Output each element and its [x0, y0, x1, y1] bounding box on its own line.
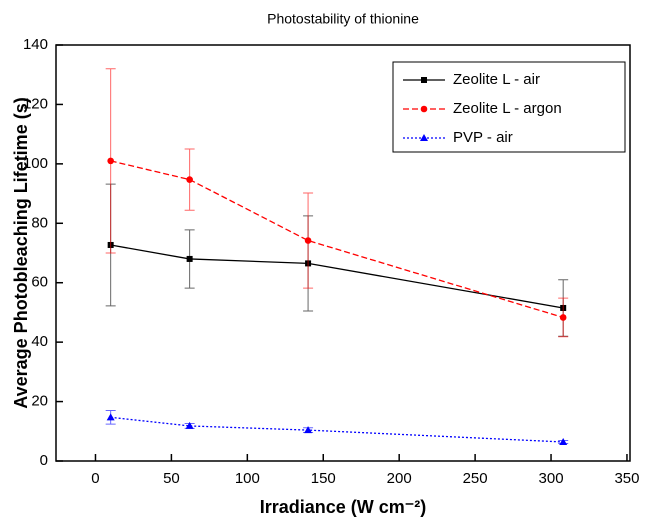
y-tick-label: 120 [23, 95, 48, 112]
y-tick-label: 100 [23, 155, 48, 172]
marker [559, 314, 567, 321]
series-line [110, 244, 564, 309]
x-tick-label: 350 [614, 470, 639, 487]
y-tick-label: 40 [31, 333, 48, 350]
marker [420, 105, 428, 113]
y-tick-label: 20 [31, 393, 48, 410]
marker [421, 77, 427, 83]
x-tick-label: 100 [235, 470, 260, 487]
marker [106, 413, 115, 421]
x-tick-label: 200 [387, 470, 412, 487]
marker [185, 421, 194, 429]
x-tick-label: 0 [91, 470, 99, 487]
legend-label: Zeolite L - air [453, 71, 540, 88]
marker [559, 437, 568, 445]
chart-title: Photostability of thionine [267, 11, 419, 27]
legend-label: Zeolite L - argon [453, 100, 562, 117]
legend-box [392, 61, 626, 153]
marker [186, 255, 193, 262]
y-tick-label: 0 [40, 452, 48, 469]
y-tick-label: 60 [31, 274, 48, 291]
y-tick-label: 140 [23, 36, 48, 53]
series-line [110, 160, 564, 319]
series-line [110, 416, 564, 443]
x-axis-label: Irradiance (W cm⁻²) [260, 497, 427, 517]
x-tick-label: 150 [311, 470, 336, 487]
y-tick-label: 80 [31, 214, 48, 231]
marker [304, 237, 312, 244]
x-tick-label: 300 [539, 470, 564, 487]
plot-frame [55, 44, 631, 462]
legend-label: PVP - air [453, 129, 513, 146]
x-tick-label: 50 [163, 470, 180, 487]
y-axis-label: Average Photobleaching Lifetime (s) [11, 97, 31, 408]
x-tick-label: 250 [463, 470, 488, 487]
marker [304, 426, 313, 434]
marker [186, 176, 193, 183]
marker [107, 157, 114, 165]
marker [420, 134, 428, 141]
